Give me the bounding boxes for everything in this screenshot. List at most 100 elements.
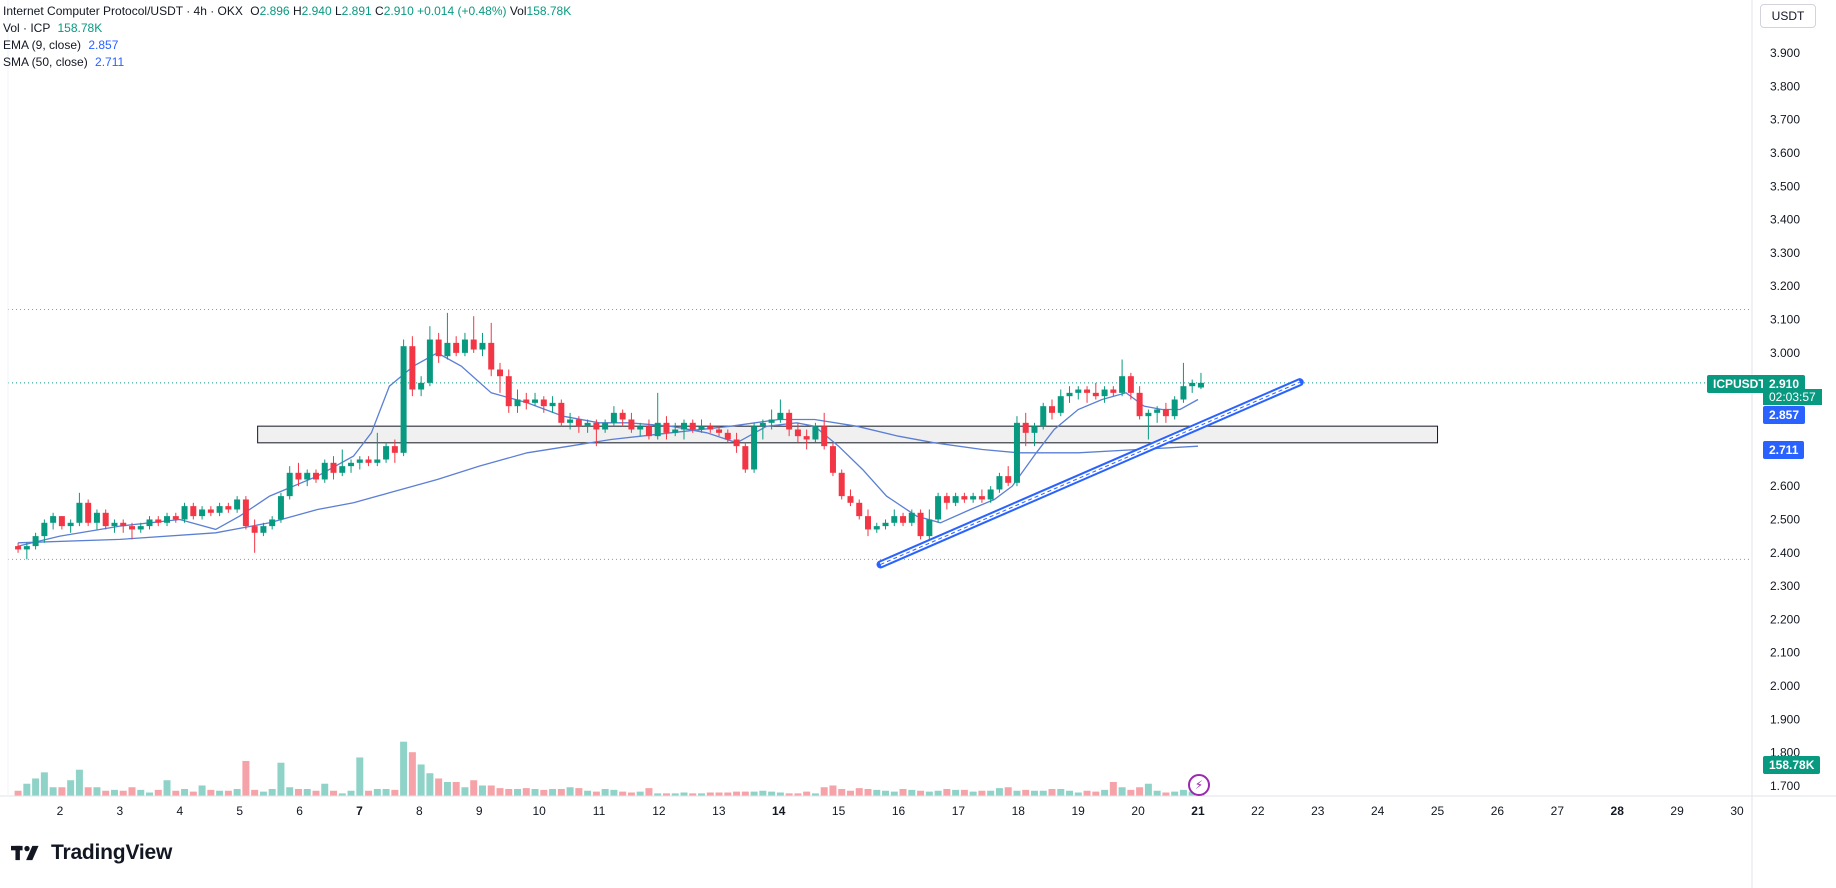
volume-bar bbox=[838, 788, 846, 796]
candle-body bbox=[269, 519, 276, 527]
volume-bar bbox=[303, 788, 311, 796]
x-tick-label: 30 bbox=[1730, 804, 1744, 818]
candle bbox=[207, 506, 214, 517]
candle bbox=[917, 509, 924, 540]
candle bbox=[794, 422, 801, 443]
candle bbox=[374, 432, 381, 467]
volume-bar bbox=[1013, 790, 1021, 796]
volume-bar bbox=[373, 788, 381, 796]
candle-body bbox=[435, 339, 442, 357]
legend-sma-label: SMA (50, close) bbox=[3, 55, 88, 69]
candle-body bbox=[1145, 412, 1152, 417]
legend-symbol-title[interactable]: Internet Computer Protocol/USDT · 4h · O… bbox=[3, 4, 243, 18]
legend-sma-row[interactable]: SMA (50, close) 2.711 bbox=[3, 54, 124, 71]
x-tick-label: 2 bbox=[57, 804, 64, 818]
candle bbox=[724, 429, 731, 443]
candle-body bbox=[444, 342, 451, 357]
candle bbox=[488, 322, 495, 377]
candle bbox=[645, 419, 652, 440]
candle-body bbox=[768, 419, 775, 423]
candle bbox=[85, 499, 92, 527]
candle bbox=[575, 416, 582, 433]
candle bbox=[1110, 386, 1117, 397]
candle bbox=[900, 512, 907, 527]
legend-ema-value: 2.857 bbox=[88, 38, 119, 52]
volume-bar bbox=[330, 790, 338, 796]
candle-body bbox=[374, 459, 381, 463]
candle-body bbox=[532, 399, 539, 403]
volume-bar bbox=[163, 780, 171, 796]
candle bbox=[1197, 372, 1204, 390]
candle-body bbox=[610, 412, 617, 423]
volume-bar bbox=[496, 788, 504, 796]
y-tick-label: 1.900 bbox=[1770, 712, 1800, 726]
volume-bar bbox=[1066, 790, 1074, 796]
volume-bar bbox=[724, 792, 732, 796]
lightning-icon[interactable]: ⚡ bbox=[1188, 774, 1210, 796]
candle bbox=[628, 412, 635, 433]
y-tick-label: 3.900 bbox=[1770, 46, 1800, 60]
candle bbox=[987, 486, 994, 503]
volume-bar bbox=[1153, 790, 1161, 796]
candle-body bbox=[304, 472, 311, 480]
candle bbox=[663, 416, 670, 440]
y-tick-label: 3.300 bbox=[1770, 246, 1800, 260]
tradingview-logo[interactable]: TradingView bbox=[11, 841, 172, 865]
candle bbox=[391, 439, 398, 463]
legend-ema-row[interactable]: EMA (9, close) 2.857 bbox=[3, 37, 118, 54]
volume-bar bbox=[987, 790, 995, 796]
candle-body bbox=[190, 506, 197, 517]
volume-bar bbox=[400, 741, 408, 796]
volume-bar bbox=[286, 787, 294, 796]
volume-bar bbox=[733, 791, 741, 796]
volume-bar bbox=[890, 791, 898, 796]
candle-body bbox=[76, 502, 83, 523]
volume-bar bbox=[259, 791, 267, 796]
volume-bar bbox=[575, 788, 583, 796]
volume-bar bbox=[382, 788, 390, 796]
candle bbox=[978, 489, 985, 503]
candle-body bbox=[1197, 382, 1204, 388]
volume-bar bbox=[224, 790, 232, 796]
candle bbox=[234, 496, 241, 513]
candle bbox=[461, 332, 468, 357]
volume-bar bbox=[365, 790, 373, 796]
candle bbox=[1092, 382, 1099, 400]
x-tick-label: 9 bbox=[476, 804, 483, 818]
candle bbox=[41, 519, 48, 543]
candle-body bbox=[1092, 392, 1099, 397]
candle-body bbox=[216, 506, 223, 513]
candle bbox=[908, 509, 915, 527]
candle-body bbox=[1127, 376, 1134, 393]
volume-bar bbox=[794, 793, 802, 796]
legend-low-label: L bbox=[334, 4, 342, 18]
candle bbox=[312, 469, 319, 483]
candle bbox=[190, 502, 197, 520]
candle bbox=[523, 392, 530, 410]
candle-body bbox=[260, 526, 267, 533]
volume-bar bbox=[242, 760, 250, 796]
candle bbox=[137, 522, 144, 533]
candle-body bbox=[277, 496, 284, 520]
candle bbox=[549, 396, 556, 413]
volume-bar bbox=[1083, 790, 1091, 796]
y-tick-label: 3.200 bbox=[1770, 279, 1800, 293]
candle bbox=[418, 376, 425, 397]
volume-bar bbox=[216, 790, 224, 796]
legend-volume-row[interactable]: Vol · ICP 158.78K bbox=[3, 20, 102, 37]
candle bbox=[768, 409, 775, 430]
candle bbox=[698, 419, 705, 433]
volume-bar bbox=[882, 790, 890, 796]
currency-selector[interactable]: USDT bbox=[1760, 4, 1816, 28]
candle-body bbox=[549, 402, 556, 407]
candle-body bbox=[286, 472, 293, 497]
candle bbox=[1180, 362, 1187, 403]
candle bbox=[50, 512, 57, 530]
volume-bar bbox=[978, 790, 986, 796]
candle-body bbox=[1119, 376, 1126, 393]
volume-bar bbox=[566, 787, 574, 796]
candle-body bbox=[733, 439, 740, 447]
candle-body bbox=[479, 342, 486, 350]
candle bbox=[812, 422, 819, 443]
